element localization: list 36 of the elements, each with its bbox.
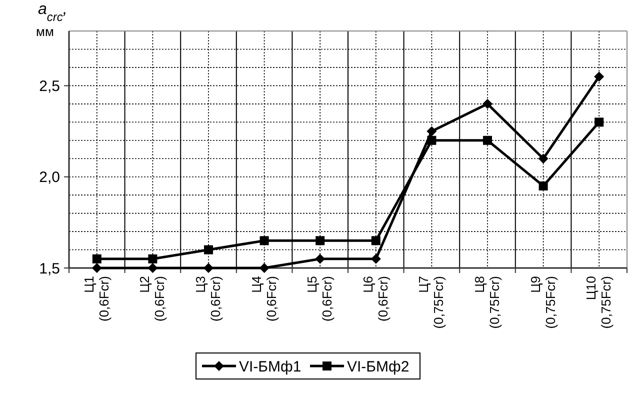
- point: [538, 181, 548, 190]
- x-tick-label: Ц10 (0,75Fcr): [584, 276, 614, 329]
- y-tick-label: 2,0: [39, 169, 60, 186]
- point: [426, 126, 437, 136]
- point: [538, 154, 548, 164]
- x-tick-label: Ц6 (0,6Fcr): [360, 276, 390, 322]
- x-tick-label: Ц8 (0,75Fcr): [472, 276, 502, 329]
- point: [427, 136, 436, 145]
- x-tick-label: Ц1 (0,6Fcr): [81, 276, 112, 322]
- legend-label: VI-БМф2: [347, 358, 410, 376]
- point: [370, 254, 381, 264]
- x-tick-label: Ц4 (0,6Fcr): [248, 276, 279, 322]
- point: [204, 245, 213, 254]
- point: [482, 98, 492, 109]
- y-axis-title: a$_{crc}$, мм: [36, 1, 68, 39]
- x-tick-label: Ц5 (0,6Fcr): [304, 276, 335, 322]
- point: [594, 72, 604, 82]
- x-tick-label: Ц2 (0,6Fcr): [137, 276, 168, 322]
- point: [483, 136, 492, 145]
- point: [315, 254, 326, 264]
- y-tick-label: 1,5: [39, 260, 60, 278]
- point: [148, 263, 158, 273]
- x-tick-label: Ц3 (0,6Fcr): [193, 276, 223, 322]
- y-tick-label: 2,5: [39, 78, 60, 95]
- point: [92, 263, 102, 273]
- point: [316, 236, 325, 246]
- point: [260, 236, 269, 246]
- point: [594, 118, 604, 127]
- point: [371, 236, 380, 246]
- x-tick-label: Ц9 (0,75Fcr): [528, 276, 558, 329]
- legend-label: VI-БМф1: [239, 358, 302, 376]
- point: [92, 254, 102, 264]
- point: [259, 263, 270, 273]
- point: [148, 254, 158, 264]
- point: [204, 263, 214, 273]
- x-tick-label: Ц7 (0,75Fcr): [416, 276, 446, 329]
